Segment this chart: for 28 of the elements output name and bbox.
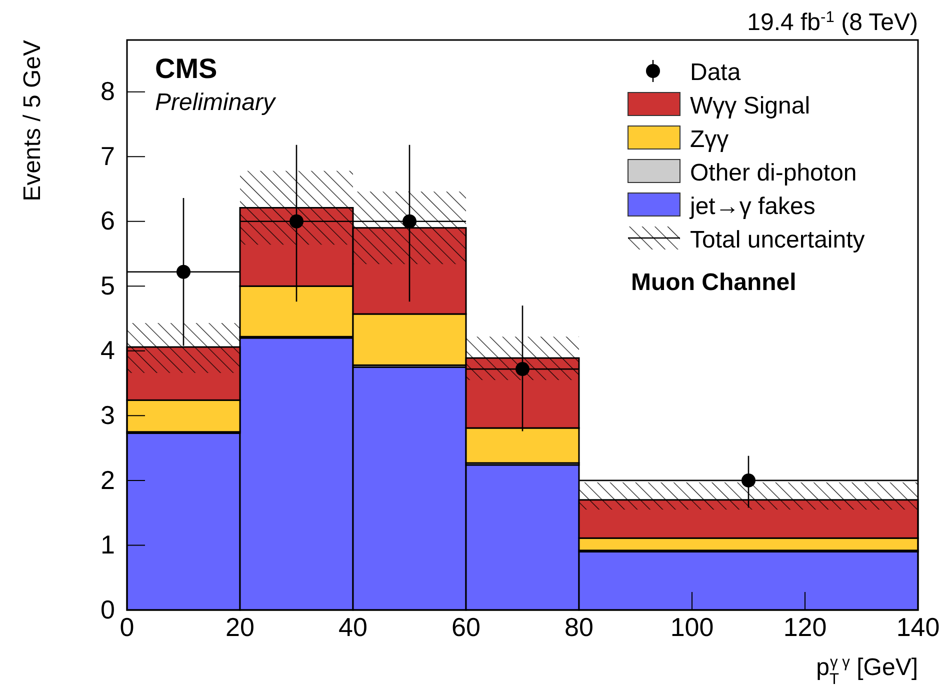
y-tick-label: 3 bbox=[100, 400, 115, 430]
y-tick-label: 2 bbox=[100, 464, 115, 495]
x-tick-label: 100 bbox=[670, 612, 714, 642]
x-axis-title: p$_{T}$$^{γ γ}$ [GeV] bbox=[816, 654, 918, 688]
legend-label: Other di-photon bbox=[690, 160, 857, 186]
y-tick-label: 1 bbox=[100, 530, 115, 560]
x-tick-label: 40 bbox=[338, 612, 368, 642]
legend-label: Data bbox=[690, 59, 742, 86]
y-tick-label: 5 bbox=[100, 270, 115, 300]
y-tick-label: 4 bbox=[100, 335, 115, 366]
annotation: Preliminary bbox=[155, 89, 278, 116]
legend-label: jet→γ fakes bbox=[689, 193, 816, 220]
x-tick-label: 0 bbox=[120, 612, 134, 642]
x-tick-label: 80 bbox=[564, 612, 594, 642]
legend-label: Zγγ bbox=[690, 126, 729, 153]
annotation: Muon Channel bbox=[631, 269, 796, 296]
y-tick-label: 7 bbox=[100, 140, 115, 171]
x-tick-label: 140 bbox=[896, 612, 940, 642]
x-tick-label: 120 bbox=[783, 612, 827, 642]
y-tick-label: 6 bbox=[100, 206, 115, 236]
y-axis-title: Events / 5 GeV bbox=[19, 40, 46, 202]
x-tick-label: 60 bbox=[452, 612, 480, 642]
x-tick-label: 20 bbox=[226, 612, 254, 642]
legend-label: Wγγ Signal bbox=[690, 92, 810, 120]
text: 19.4 fb$^{-1}$ (8 TeV) bbox=[747, 8, 918, 36]
y-tick-label: 8 bbox=[100, 76, 115, 106]
annotation: CMS bbox=[155, 53, 218, 84]
legend-label: Total uncertainty bbox=[690, 226, 865, 254]
